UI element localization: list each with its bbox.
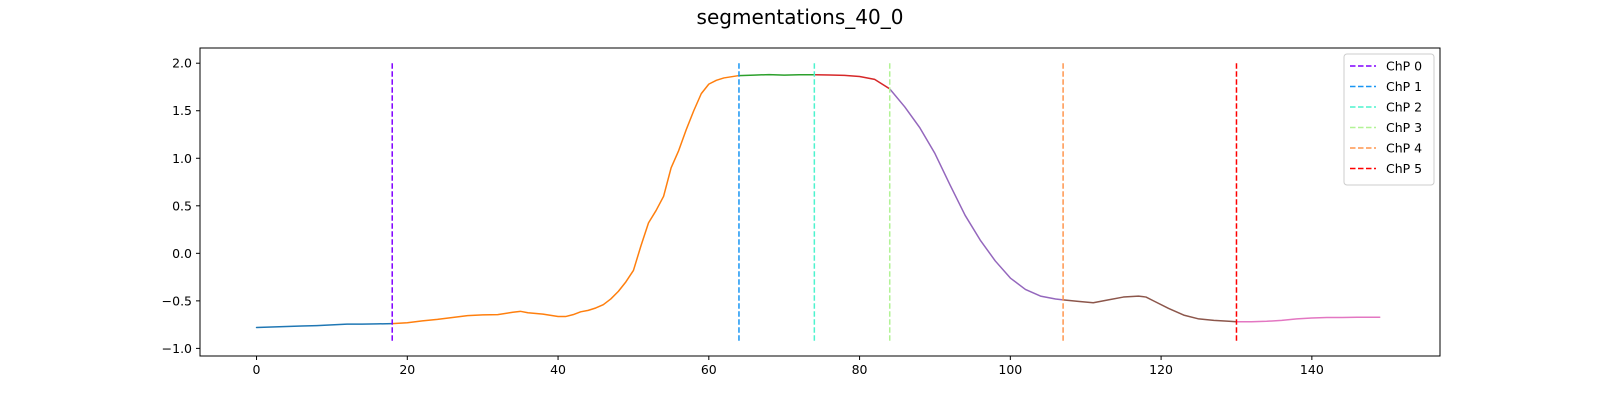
- series-line-4: [888, 88, 1064, 301]
- y-tick-label: 0.5: [172, 198, 192, 213]
- y-tick-label: 2.0: [172, 56, 192, 71]
- legend-label-1: ChP 1: [1386, 79, 1422, 94]
- axes-frame: [199, 47, 1441, 357]
- axes: 0 20 40 60 80 100 120 140 −1.0 −0.5 0.0 0.5 1.0 1.5 2.…: [162, 47, 1441, 377]
- x-tick-label: 120: [1149, 362, 1173, 377]
- y-tick-label: −0.5: [162, 293, 192, 308]
- legend-label-2: ChP 2: [1386, 100, 1422, 115]
- series-line-3: [813, 74, 891, 90]
- y-tick-label: 1.0: [172, 151, 192, 166]
- y-tick-label: 1.5: [172, 103, 192, 118]
- series-line-6: [1235, 316, 1381, 323]
- legend-label-5: ChP 5: [1386, 161, 1422, 176]
- legend-label-0: ChP 0: [1386, 59, 1422, 74]
- chart-title: segmentations_40_0: [697, 5, 904, 29]
- plot-area: [255, 73, 1381, 329]
- change-point-lines: [391, 63, 1238, 341]
- x-tick-label: 80: [852, 362, 868, 377]
- series-line-0: [255, 322, 393, 329]
- y-tick-label: −1.0: [162, 341, 192, 356]
- x-tick-label: 100: [998, 362, 1022, 377]
- x-tick-label: 0: [253, 362, 261, 377]
- legend-label-4: ChP 4: [1386, 141, 1422, 156]
- legend: ChP 0 ChP 1 ChP 2 ChP 3 ChP 4 ChP 5: [1343, 53, 1435, 186]
- series-line-1: [391, 74, 740, 325]
- series-line-2: [738, 73, 816, 77]
- x-tick-label: 20: [399, 362, 415, 377]
- x-tick-label: 40: [550, 362, 566, 377]
- legend-label-3: ChP 3: [1386, 120, 1422, 135]
- series-line-5: [1062, 295, 1238, 323]
- x-tick-label: 140: [1300, 362, 1324, 377]
- x-tick-label: 60: [701, 362, 717, 377]
- y-tick-label: 0.0: [172, 246, 192, 261]
